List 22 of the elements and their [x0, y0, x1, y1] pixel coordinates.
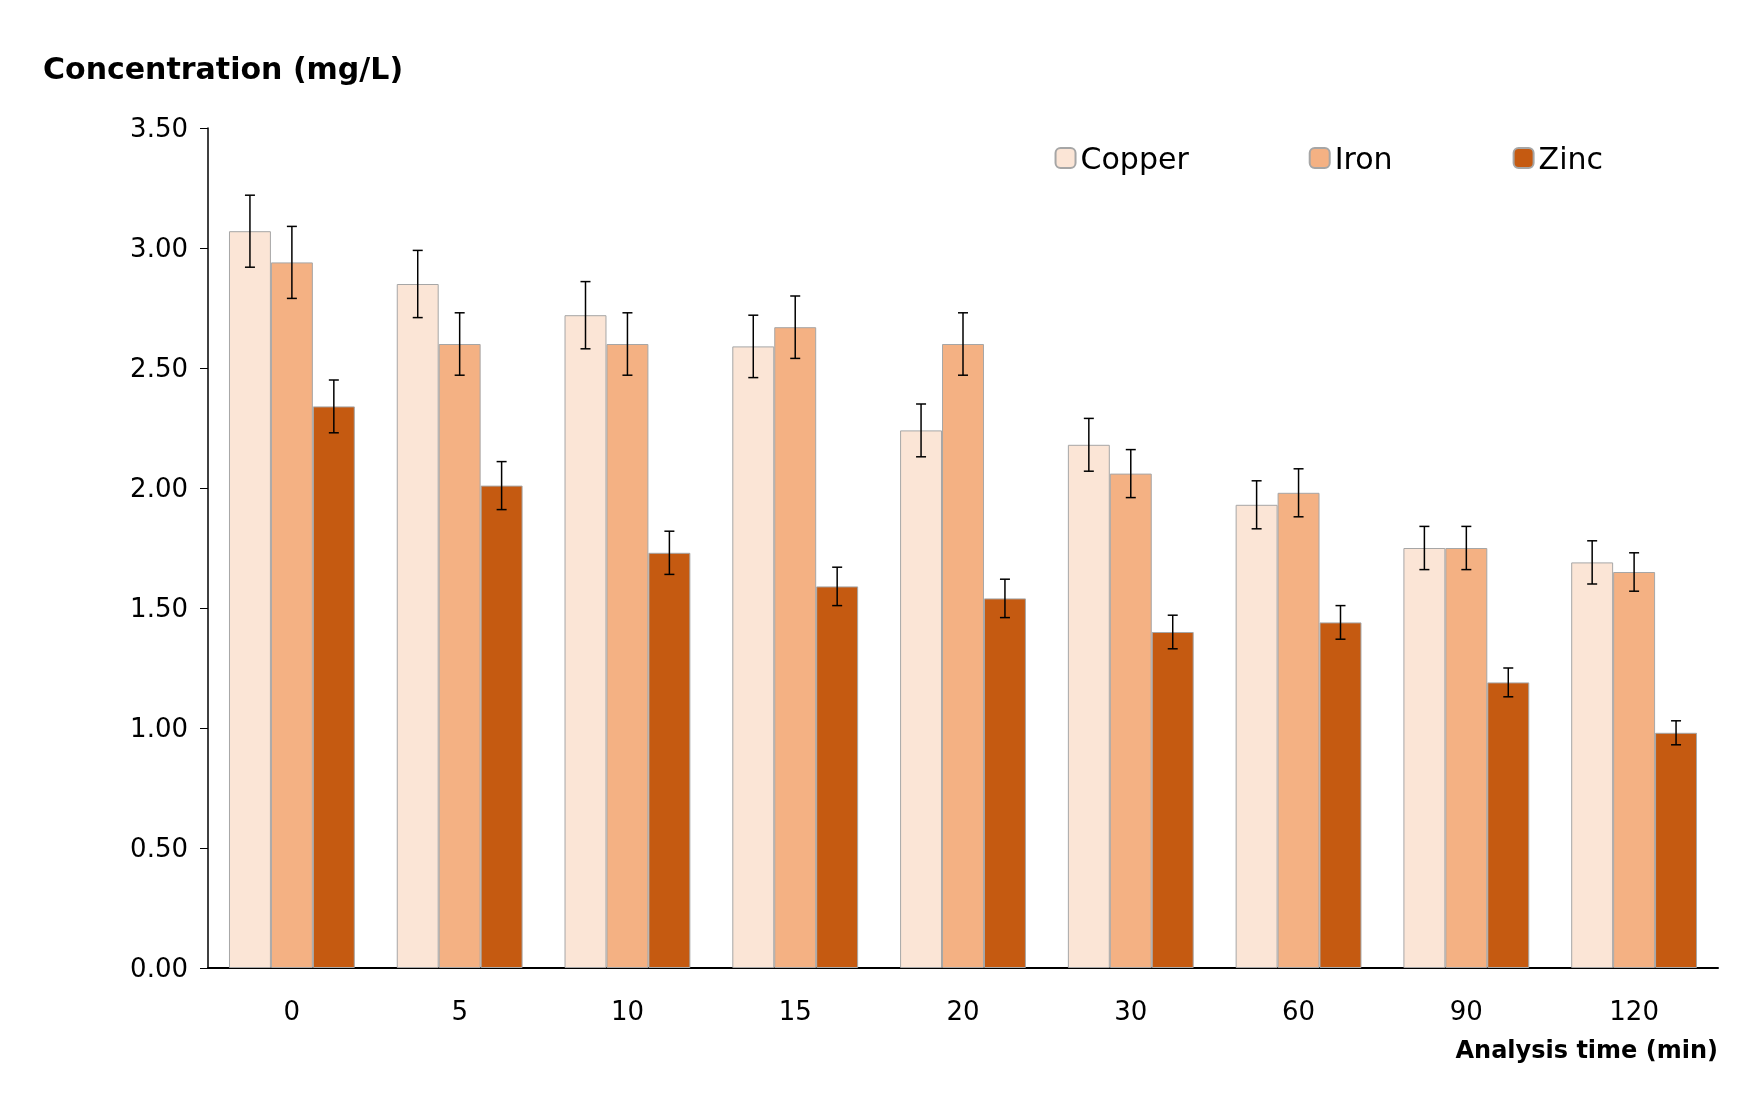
y-tick-label: 1.00 — [130, 713, 188, 743]
x-tick-label: 30 — [1114, 996, 1148, 1026]
y-tick-label: 2.00 — [130, 473, 188, 503]
legend-label: Copper — [1080, 140, 1190, 176]
y-axis-title: Concentration (mg/L) — [43, 50, 404, 86]
legend-label: Iron — [1334, 140, 1393, 176]
y-tick-label: 3.00 — [130, 233, 188, 263]
y-tick-label: 3.50 — [130, 113, 188, 143]
y-tick-label: 2.50 — [130, 353, 188, 383]
x-tick-label: 20 — [946, 996, 980, 1026]
x-tick-label: 10 — [610, 996, 644, 1026]
x-tick-label: 15 — [778, 996, 812, 1026]
x-tick-label: 120 — [1609, 996, 1659, 1026]
x-tick-label: 0 — [283, 996, 301, 1026]
y-tick-label: 0.50 — [130, 833, 188, 863]
y-tick-label: 0.00 — [130, 953, 188, 983]
x-tick-label: 90 — [1449, 996, 1483, 1026]
x-tick-label: 60 — [1282, 996, 1316, 1026]
x-tick-label: 5 — [451, 996, 468, 1026]
legend-label: Zinc — [1538, 140, 1604, 176]
y-tick-label: 1.50 — [130, 593, 188, 623]
x-axis-title: Analysis time (min) — [1455, 1036, 1718, 1064]
